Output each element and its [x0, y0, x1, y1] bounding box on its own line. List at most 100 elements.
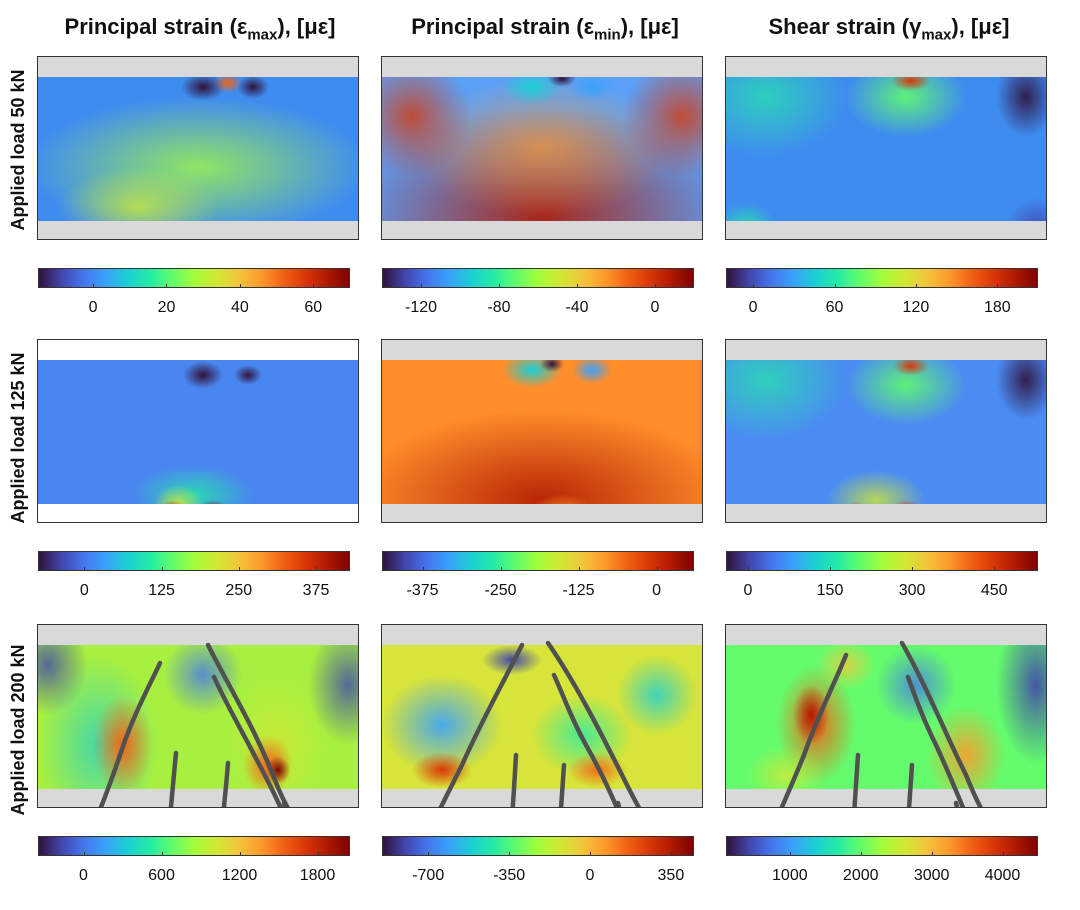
- bottom-support-band: [726, 789, 1046, 807]
- colorbar: [726, 836, 1038, 856]
- strain-blob: [382, 57, 472, 177]
- colorbar-tick-mark: [509, 852, 511, 856]
- colorbar-ticks: -700 -350 0 350: [382, 867, 694, 889]
- strain-blob: [996, 625, 1046, 765]
- crack-line: [205, 642, 290, 807]
- strain-blob: [163, 635, 243, 715]
- strain-blob: [726, 340, 846, 440]
- crack-line: [905, 674, 966, 807]
- colorbar-tick-label: 0: [88, 299, 98, 316]
- colorbar-tick-label: 60: [304, 299, 323, 316]
- colorbar-tick-mark: [578, 567, 580, 571]
- top-support-band: [38, 57, 358, 77]
- colorbar-tick-mark: [655, 284, 656, 288]
- strain-blob: [572, 356, 612, 384]
- colorbar-tick-label: 1200: [221, 867, 258, 884]
- heatmap-panel: [37, 339, 359, 523]
- crack-line: [779, 652, 849, 807]
- colorbar-tick-label: 180: [983, 299, 1011, 316]
- strain-blob: [876, 645, 956, 725]
- bottom-support-band: [38, 789, 358, 807]
- bottom-support-band: [38, 504, 358, 522]
- colorbar-tick-label: 375: [302, 582, 330, 599]
- row-title-200kn: Applied load 200 kN: [8, 644, 28, 816]
- colorbar-tick-label: 0: [585, 867, 595, 884]
- strain-blob: [766, 157, 1006, 237]
- colorbar-tick-mark: [84, 567, 86, 571]
- colorbar-tick-mark: [912, 567, 914, 571]
- strain-blob: [382, 675, 502, 775]
- colorbar-tick-mark: [860, 852, 862, 856]
- strain-blob: [412, 77, 672, 217]
- crack-line: [906, 762, 915, 807]
- colorbar-tick-mark: [789, 852, 791, 856]
- colorbar-tick-mark: [499, 284, 500, 288]
- strain-blob: [617, 655, 697, 735]
- crack-line: [558, 762, 567, 807]
- colorbar: [38, 268, 350, 288]
- colorbar-tick-mark: [428, 852, 430, 856]
- crack-line: [211, 674, 283, 807]
- colorbar-tick-label: 300: [898, 582, 926, 599]
- colorbar-tick-label: -700: [412, 867, 445, 884]
- colorbar-tick-mark: [830, 567, 831, 571]
- colorbar-tick-label: 250: [225, 582, 253, 599]
- col-title-emax: Principal strain (εmax), [με]: [64, 14, 336, 44]
- colorbar-tick-mark: [313, 284, 315, 288]
- top-support-band: [726, 57, 1046, 77]
- colorbar-tick-label: -120: [404, 299, 438, 316]
- colorbar-tick-mark: [239, 284, 241, 288]
- colorbar: [726, 551, 1038, 571]
- strain-blob: [38, 625, 88, 715]
- strain-blob: [622, 57, 702, 177]
- strain-blob: [382, 410, 702, 522]
- heatmap-panel: [37, 56, 359, 240]
- colorbar-tick-label: -250: [484, 582, 517, 599]
- strain-blob: [502, 69, 562, 105]
- crack-line: [551, 672, 620, 807]
- row-title-125kn: Applied load 125 kN: [8, 352, 28, 524]
- colorbar-tick-label: 120: [902, 299, 930, 316]
- colorbar-tick-mark: [931, 852, 933, 856]
- colorbar-tick-mark: [577, 284, 578, 288]
- crack-line: [545, 640, 642, 807]
- colorbar: [726, 268, 1038, 288]
- colorbar-ticks: 0 600 1200 1800: [38, 867, 350, 889]
- top-support-band: [382, 625, 702, 645]
- colorbar-ticks: 0 150 300 450: [726, 582, 1038, 604]
- bottom-support-band: [382, 504, 702, 522]
- bottom-support-band: [726, 504, 1046, 522]
- top-support-band: [38, 625, 358, 645]
- colorbar-ticks: 0 60 120 180: [726, 299, 1038, 321]
- colorbar-ticks: -375 -250 -125 0: [382, 582, 694, 604]
- colorbar-tick-label: 0: [748, 299, 758, 316]
- col-title-gmax: Shear strain (γmax), [με]: [768, 14, 1010, 44]
- crack-line: [510, 752, 519, 807]
- strain-blob: [181, 73, 225, 101]
- colorbar-tick-mark: [747, 567, 749, 571]
- strain-blob: [816, 640, 876, 690]
- colorbar-ticks: 0 20 40 60: [38, 299, 350, 321]
- colorbar-tick-mark: [93, 284, 95, 288]
- colorbar-tick-label: 150: [816, 582, 844, 599]
- colorbar-tick-label: 20: [157, 299, 176, 316]
- colorbar-tick-label: -125: [562, 582, 595, 599]
- colorbar-tick-label: -80: [487, 299, 511, 316]
- colorbar-tick-label: 2000: [842, 867, 879, 884]
- colorbar: [38, 836, 350, 856]
- crack-line: [221, 760, 231, 807]
- top-support-band: [726, 625, 1046, 645]
- top-support-band: [382, 57, 702, 77]
- heatmap-panel: [37, 624, 359, 808]
- colorbar-tick-mark: [166, 284, 168, 288]
- colorbar-tick-mark: [994, 567, 996, 571]
- crack-line: [899, 640, 983, 807]
- colorbar-tick-label: -350: [493, 867, 526, 884]
- colorbar-tick-label: 350: [657, 867, 685, 884]
- crack-line: [852, 752, 861, 807]
- strain-blob: [996, 57, 1046, 137]
- colorbar-tick-label: 0: [79, 582, 89, 599]
- top-support-band: [382, 340, 702, 360]
- colorbar-tick-mark: [316, 567, 318, 571]
- colorbar-tick-mark: [238, 567, 240, 571]
